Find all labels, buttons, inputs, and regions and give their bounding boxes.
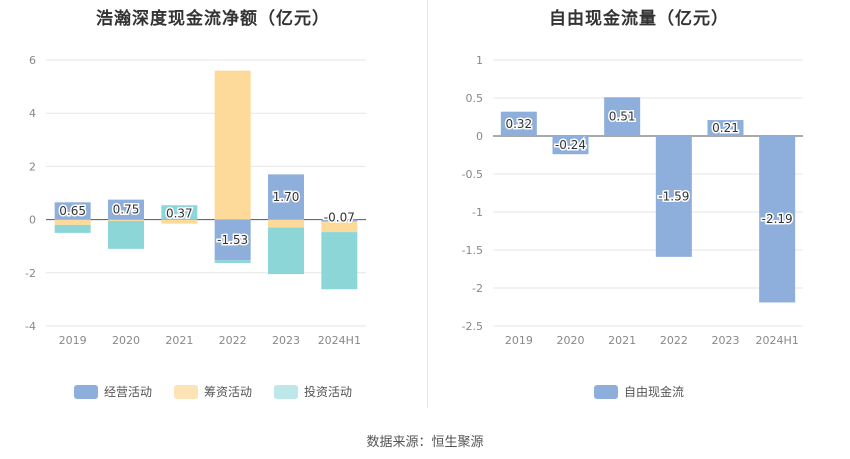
bar-primary [108, 199, 144, 220]
y-tick-label: 0 [476, 130, 483, 143]
y-tick-label: 0 [29, 214, 36, 227]
y-tick-label: -2 [25, 267, 36, 280]
bar-investing [54, 224, 91, 233]
data-label: 0.75 [113, 203, 140, 217]
x-tick-label: 2019 [505, 334, 533, 347]
data-label: 0.21 [712, 121, 739, 135]
data-label: 0.37 [166, 207, 193, 221]
y-tick-label: 0.5 [466, 92, 484, 105]
legend-item-financing[interactable]: 筹资活动 [173, 383, 252, 400]
chart-panel-cash-flow: 浩瀚深度现金流净额（亿元） -4 -2 0 2 4 6 2019 2020 2021 2022 20… [0, 0, 426, 410]
bar-primary [161, 219, 198, 220]
data-label: 0.32 [505, 117, 532, 131]
data-label: -0.07 [324, 211, 355, 225]
bar-primary [759, 136, 796, 303]
x-tick-label: 2021 [608, 334, 636, 347]
bar-financing [108, 219, 144, 221]
x-tick-label: 2020 [112, 334, 140, 347]
data-label: 1.70 [273, 190, 300, 204]
chart-panel-free-cash-flow: 自由现金流量（亿元） -2.5 -2 -1.5 -1 -0.5 0 0.5 1 2019 2020… [428, 0, 850, 410]
x-tick-label: 2022 [660, 334, 688, 347]
legend-item-operating[interactable]: 经营活动 [73, 383, 152, 400]
x-tick-label: 2024H1 [318, 334, 361, 347]
x-tick-label: 2019 [59, 334, 87, 347]
x-tick-label: 2020 [557, 334, 585, 347]
legend-label: 经营活动 [103, 385, 152, 399]
y-tick-label: -1 [472, 206, 483, 219]
data-label: -1.59 [658, 189, 689, 203]
y-tick-label: 1 [476, 54, 483, 67]
y-tick-label: -0.5 [462, 168, 483, 181]
x-tick-label: 2024H1 [756, 334, 799, 347]
data-label: -1.53 [217, 233, 248, 247]
bar-primary [214, 219, 251, 261]
bar-financing [321, 221, 358, 233]
legend-item-free-cash-flow[interactable]: 自由现金流 [593, 383, 684, 400]
bar-primary [655, 136, 692, 257]
cash-flow-chart: -4 -2 0 2 4 6 2019 2020 2021 2022 2023 2024H1 0.65 0.… [25, 54, 366, 347]
y-tick-label: -1.5 [462, 244, 483, 257]
bar-primary [54, 202, 91, 220]
y-tick-label: 6 [29, 54, 36, 67]
legend: 经营活动 筹资活动 投资活动 [0, 383, 426, 400]
bar-investing [108, 220, 144, 249]
bar-investing [321, 232, 358, 290]
chart-title: 自由现金流量（亿元） [549, 9, 729, 29]
data-label: 0.51 [609, 110, 636, 124]
legend-label: 自由现金流 [623, 385, 684, 399]
bar-financing [268, 219, 304, 228]
data-label: 0.65 [59, 204, 86, 218]
panel-divider [427, 0, 428, 408]
bar-primary [321, 219, 358, 222]
bar-financing [161, 219, 198, 224]
bar-investing [161, 205, 198, 220]
bar-primary [707, 120, 744, 136]
bar-investing [268, 227, 304, 275]
legend-swatch [274, 384, 298, 399]
data-label: -0.24 [555, 138, 586, 152]
x-tick-label: 2021 [165, 334, 193, 347]
y-tick-label: 4 [29, 107, 36, 120]
y-tick-label: -2.5 [462, 320, 483, 333]
legend-label: 投资活动 [304, 385, 353, 399]
legend-swatch [173, 384, 198, 399]
data-label: -2.19 [762, 212, 793, 226]
chart-title: 浩瀚深度现金流净额（亿元） [96, 9, 330, 29]
y-tick-label: -4 [25, 320, 36, 333]
bar-primary [500, 111, 537, 136]
bar-primary [552, 136, 589, 155]
bar-financing [54, 219, 91, 225]
legend: 自由现金流 [428, 383, 850, 400]
legend-item-investing[interactable]: 投资活动 [274, 383, 352, 400]
bar-investing [214, 260, 251, 263]
x-tick-label: 2023 [272, 334, 300, 347]
bar-primary [604, 97, 641, 136]
legend-swatch [593, 384, 618, 399]
source-note: 数据来源：恒生聚源 [366, 435, 484, 450]
x-tick-label: 2022 [219, 334, 247, 347]
legend-label: 筹资活动 [203, 385, 252, 399]
y-tick-label: -2 [472, 282, 483, 295]
legend-swatch [73, 384, 98, 399]
y-tick-label: 2 [29, 160, 36, 173]
x-tick-label: 2023 [712, 334, 740, 347]
bar-financing [214, 70, 251, 220]
bar-primary [268, 174, 304, 220]
